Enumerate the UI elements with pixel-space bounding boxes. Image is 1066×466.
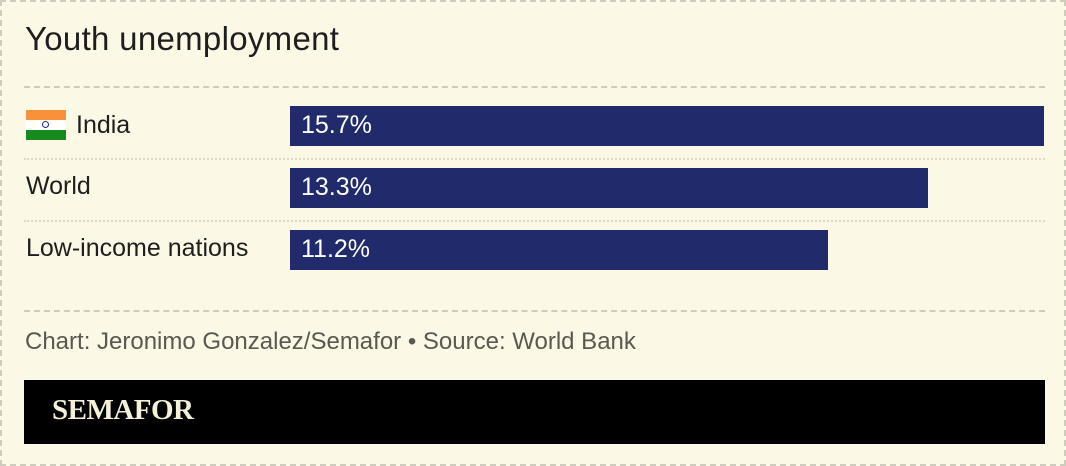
bar-row-world: World 13.3% [24,168,1045,208]
bar-india: 15.7% [290,106,1044,146]
divider [24,86,1045,88]
row-label: India [26,110,130,140]
source-credit: Chart: Jeronimo Gonzalez/Semafor • Sourc… [25,328,636,355]
bar-row-india: India 15.7% [24,106,1045,146]
semafor-logo: SEMAFOR [52,394,194,426]
bar-low-income: 11.2% [290,230,828,270]
row-label: World [26,172,91,200]
row-separator [24,158,1045,160]
footer-bar: SEMAFOR [24,380,1045,444]
row-separator [24,220,1045,222]
india-flag-icon [26,110,66,140]
bar-row-low-income: Low-income nations 11.2% [24,230,1045,270]
row-label: Low-income nations [26,234,249,262]
bar-world: 13.3% [290,168,928,208]
chart-title: Youth unemployment [25,20,340,57]
divider [24,310,1045,312]
